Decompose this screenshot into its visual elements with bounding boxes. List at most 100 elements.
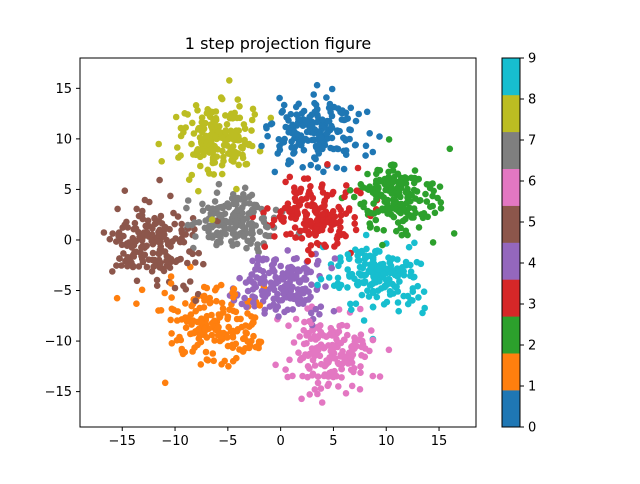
point-class-7 [251,202,258,209]
point-class-5 [129,234,137,242]
point-class-2 [379,241,386,249]
point-class-6 [300,340,308,348]
point-class-9 [409,288,417,296]
point-class-3 [313,216,321,224]
point-class-1 [218,299,226,307]
point-class-2 [388,184,396,192]
point-class-7 [264,232,272,240]
point-class-9 [393,283,400,291]
point-class-2 [429,192,436,200]
point-class-8 [248,116,256,124]
point-class-8 [185,176,193,183]
point-class-2 [373,225,381,233]
point-class-3 [270,216,278,224]
point-class-4 [273,295,281,303]
point-class-5 [124,224,131,231]
point-class-0 [328,124,336,132]
point-class-2 [375,185,382,192]
point-class-8 [242,161,249,168]
point-class-1 [187,311,195,318]
point-class-3 [292,234,299,241]
point-class-4 [296,279,304,286]
point-class-5 [138,255,146,263]
point-class-4 [299,286,306,293]
point-class-9 [364,287,371,295]
point-class-8 [177,132,185,140]
point-class-4 [249,257,256,265]
point-class-2 [429,239,437,246]
point-class-8 [225,135,232,143]
point-class-2 [382,186,389,194]
point-class-6 [361,353,369,361]
point-class-1 [197,361,205,368]
point-class-4 [281,308,288,316]
point-class-3 [319,211,326,218]
y-tick-label: −10 [45,335,72,350]
point-class-4 [289,306,297,313]
point-class-5 [159,232,166,239]
point-class-5 [129,251,137,259]
point-class-8 [218,161,226,169]
point-class-5 [115,232,122,240]
point-class-7 [246,200,253,207]
point-class-5 [133,205,140,213]
point-class-9 [405,243,413,251]
point-class-0 [317,134,325,141]
point-class-4 [313,261,321,268]
point-class-5 [143,231,151,239]
point-class-4 [261,306,269,314]
point-class-5 [178,220,185,228]
point-class-2 [424,213,432,221]
point-class-5 [109,268,116,275]
point-class-7 [249,236,256,243]
point-class-5 [143,242,150,250]
colorbar-segment-4 [502,242,520,280]
point-class-0 [263,123,270,130]
point-class-0 [323,130,331,137]
colorbar-segment-3 [502,279,520,317]
point-class-6 [325,373,332,380]
point-class-3 [337,231,345,239]
point-class-0 [320,168,327,176]
point-class-0 [279,107,287,115]
point-class-5 [121,187,129,194]
point-class-2 [378,191,385,199]
point-class-4 [283,280,291,288]
point-class-0 [313,81,321,89]
point-class-2 [389,167,397,174]
point-class-2 [434,194,441,202]
point-class-3 [337,206,345,214]
point-class-7 [219,204,226,212]
point-class-5 [171,284,179,292]
point-class-1 [241,334,248,342]
point-class-9 [344,284,351,291]
point-class-9 [400,268,408,275]
point-class-1 [241,345,249,352]
point-class-7 [264,223,271,231]
point-class-1 [209,350,217,357]
point-class-6 [318,343,326,350]
point-class-6 [369,336,377,344]
point-class-1 [201,292,208,300]
point-class-2 [364,170,371,178]
point-class-4 [256,275,264,283]
point-class-7 [247,230,255,237]
point-class-8 [209,154,217,161]
point-class-1 [219,305,227,312]
point-class-9 [420,288,428,296]
point-class-4 [250,299,257,306]
point-class-5 [120,250,127,257]
point-class-2 [380,227,388,234]
point-class-0 [279,139,286,146]
point-class-0 [258,142,265,150]
point-class-5 [137,249,144,257]
point-class-0 [333,164,341,171]
point-class-5 [157,212,165,220]
point-class-4 [274,303,282,310]
point-class-5 [195,249,202,257]
point-class-1 [256,302,264,309]
point-class-1 [133,300,140,308]
point-class-4 [308,281,315,289]
point-class-4 [316,311,323,318]
point-class-6 [304,373,311,381]
